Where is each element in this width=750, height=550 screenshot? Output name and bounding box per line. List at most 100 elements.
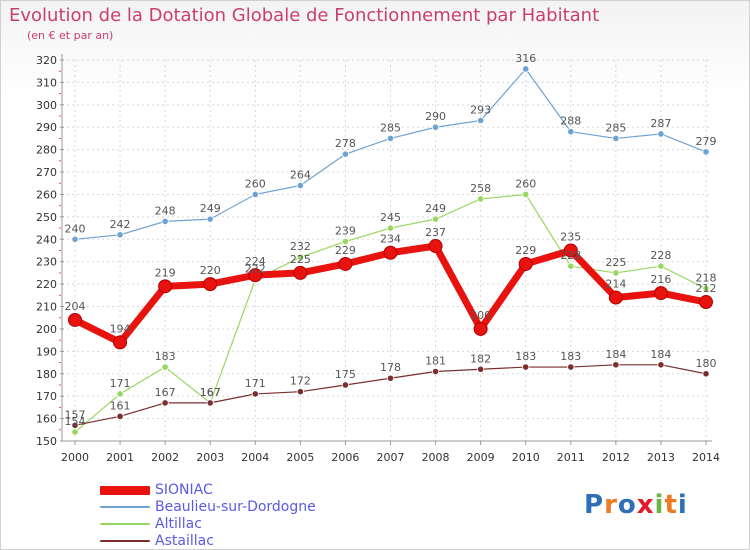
data-point bbox=[116, 412, 124, 420]
proxiti-logo: Proxiti bbox=[584, 490, 688, 520]
y-tick-label: 260 bbox=[36, 188, 57, 201]
data-point bbox=[71, 428, 79, 436]
legend-swatch bbox=[100, 540, 150, 542]
data-label: 183 bbox=[560, 350, 581, 363]
legend-label: SIONIAC bbox=[155, 482, 213, 498]
data-point bbox=[612, 134, 620, 143]
legend-label: Altillac bbox=[155, 516, 202, 532]
data-label: 232 bbox=[290, 240, 311, 253]
data-point bbox=[522, 190, 530, 199]
data-point bbox=[383, 245, 398, 260]
data-point bbox=[341, 381, 350, 389]
data-point bbox=[699, 295, 713, 310]
data-label: 228 bbox=[560, 249, 581, 262]
data-label: 279 bbox=[696, 135, 717, 148]
data-label: 249 bbox=[200, 202, 221, 215]
data-label: 249 bbox=[425, 202, 446, 215]
data-label: 184 bbox=[650, 348, 671, 361]
data-label: 178 bbox=[380, 361, 401, 374]
data-point bbox=[657, 361, 665, 369]
data-point bbox=[251, 190, 259, 199]
data-label: 235 bbox=[560, 231, 581, 244]
data-point bbox=[473, 321, 488, 336]
y-tick-label: 290 bbox=[36, 121, 57, 134]
series bbox=[68, 65, 713, 436]
y-tick-label: 160 bbox=[36, 413, 57, 426]
legend-swatch bbox=[100, 523, 150, 525]
x-tick-label: 2013 bbox=[647, 451, 675, 464]
data-point bbox=[608, 290, 623, 305]
data-label: 224 bbox=[245, 255, 266, 268]
y-tick-label: 230 bbox=[36, 256, 57, 269]
data-label: 214 bbox=[605, 278, 626, 291]
y-tick-label: 270 bbox=[36, 166, 57, 179]
data-point bbox=[702, 370, 710, 378]
y-tick-label: 250 bbox=[36, 211, 57, 224]
y-tick-label: 220 bbox=[36, 278, 57, 291]
x-tick-label: 2009 bbox=[467, 451, 495, 464]
data-label: 161 bbox=[110, 399, 131, 412]
y-tick-label: 150 bbox=[36, 435, 57, 448]
data-label: 316 bbox=[515, 52, 536, 65]
data-point bbox=[338, 256, 353, 271]
data-point bbox=[477, 365, 485, 373]
data-label: 228 bbox=[650, 249, 671, 262]
chart-subtitle: (en € et par an) bbox=[27, 29, 114, 42]
data-point bbox=[293, 265, 308, 280]
data-point bbox=[296, 388, 304, 396]
x-tick-label: 2011 bbox=[557, 451, 585, 464]
data-label: 285 bbox=[605, 121, 626, 134]
y-tick-label: 190 bbox=[36, 345, 57, 358]
y-tick-label: 280 bbox=[36, 144, 57, 157]
data-point bbox=[567, 262, 575, 270]
data-label: 220 bbox=[200, 264, 221, 277]
data-point bbox=[116, 390, 124, 398]
data-point bbox=[477, 116, 485, 125]
x-tick-label: 2001 bbox=[106, 451, 134, 464]
data-point bbox=[206, 399, 214, 407]
data-point bbox=[612, 361, 620, 369]
data-point bbox=[428, 239, 443, 254]
data-point bbox=[68, 312, 82, 327]
data-point bbox=[71, 235, 79, 243]
x-tick-label: 2014 bbox=[692, 451, 720, 464]
data-label: 183 bbox=[155, 350, 176, 363]
data-label: 278 bbox=[335, 137, 356, 150]
data-label: 157 bbox=[65, 408, 86, 421]
data-label: 167 bbox=[200, 386, 221, 399]
data-label: 200 bbox=[470, 309, 491, 322]
legend-label: Astaillac bbox=[155, 533, 214, 549]
x-tick-label: 2007 bbox=[377, 451, 405, 464]
data-point bbox=[341, 150, 350, 158]
data-label: 218 bbox=[696, 272, 717, 285]
data-point bbox=[161, 217, 169, 225]
data-label: 212 bbox=[696, 282, 717, 295]
x-tick-label: 2012 bbox=[602, 451, 630, 464]
data-point bbox=[251, 390, 259, 398]
data-point bbox=[522, 65, 530, 73]
data-label: 171 bbox=[245, 377, 266, 390]
data-point bbox=[657, 262, 665, 270]
axes: 150 160 170 180 190 200 210 220 230 240 250 260 270 2… bbox=[36, 54, 720, 464]
data-label: 248 bbox=[155, 204, 176, 217]
data-point bbox=[702, 284, 710, 293]
data-label: 175 bbox=[335, 368, 356, 381]
data-label: 229 bbox=[335, 244, 356, 257]
y-tick-label: 320 bbox=[36, 54, 57, 67]
data-label: 172 bbox=[290, 375, 311, 388]
data-label: 219 bbox=[155, 266, 176, 279]
data-point bbox=[522, 363, 530, 371]
data-label: 167 bbox=[200, 386, 221, 399]
data-label: 183 bbox=[515, 350, 536, 363]
data-point bbox=[206, 215, 214, 223]
data-label: 293 bbox=[470, 104, 491, 117]
data-point bbox=[158, 279, 173, 294]
data-label: 184 bbox=[605, 348, 626, 361]
data-point bbox=[518, 256, 533, 271]
data-label: 167 bbox=[155, 386, 176, 399]
data-label: 225 bbox=[290, 253, 311, 266]
data-label: 204 bbox=[65, 300, 86, 313]
data-label: 225 bbox=[605, 256, 626, 269]
